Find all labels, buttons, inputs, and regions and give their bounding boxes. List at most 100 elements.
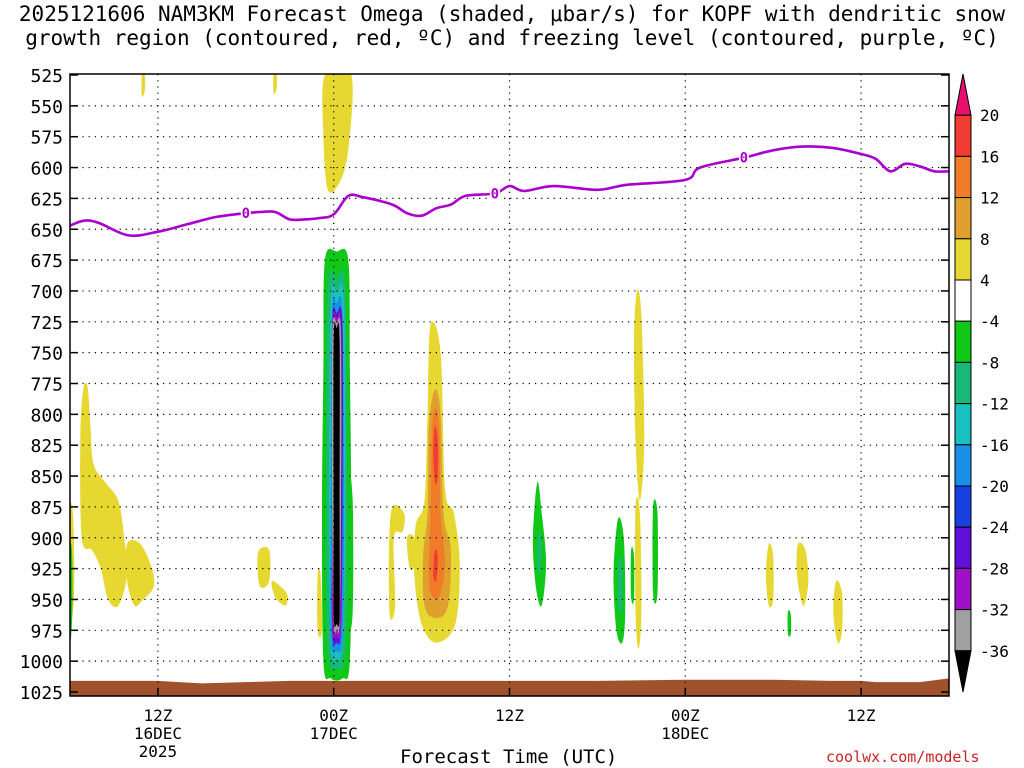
x-tick-label: 12Z: [847, 706, 876, 725]
omega-shaded-region: [317, 567, 323, 638]
omega-shaded-region: [141, 74, 146, 97]
freezing-level-contour: [70, 145, 949, 238]
y-tick-label: 900: [30, 529, 63, 550]
y-tick-label: 675: [30, 251, 63, 272]
colorbar-bin: [954, 403, 972, 446]
colorbar-bin: [954, 197, 972, 240]
omega-shaded-region: [635, 496, 642, 649]
colorbar-label: -28: [980, 559, 1009, 578]
source-credit: coolwx.com/models: [826, 748, 980, 766]
contour-label-backdrop: [240, 205, 251, 221]
colorbar-bin: [954, 155, 972, 199]
colorbar-bin: [954, 485, 972, 528]
colorbar: 20 16 12 8 4 -4 -8 -12 -16 -20 -24 -28 -32 -36: [954, 73, 1009, 693]
freezing-level-label: 0: [242, 206, 250, 222]
x-tick-label: 12Z: [495, 706, 524, 725]
terrain-layer: [70, 678, 949, 696]
omega-shaded-region: [271, 580, 288, 606]
colorbar-label: -12: [980, 395, 1009, 414]
omega-shaded-region: [347, 473, 354, 631]
y-tick-label: 650: [30, 220, 63, 241]
y-tick-label: 600: [30, 159, 63, 180]
omega-shaded-region: [125, 540, 155, 607]
colorbar-label: 16: [980, 147, 999, 166]
colorbar-bottom-arrow: [954, 650, 972, 693]
freezing-level-label: 0: [740, 151, 748, 167]
freezing-level-label: 0: [491, 186, 499, 202]
y-tick-label: 725: [30, 313, 63, 334]
colorbar-bin: [954, 238, 972, 281]
contour-label-backdrop: [489, 185, 500, 201]
omega-shaded-region: [433, 426, 439, 485]
y-tick-label: 800: [30, 405, 63, 426]
colorbar-bin: [954, 361, 972, 405]
x-axis-title: Forecast Time (UTC): [400, 746, 618, 768]
omega-shaded-region: [428, 407, 445, 601]
omega-shaded-region: [333, 322, 340, 627]
colorbar-label: -36: [980, 642, 1009, 661]
colorbar-label: 8: [980, 230, 990, 249]
colorbar-label: -20: [980, 477, 1009, 496]
y-tick-label: 575: [30, 128, 63, 149]
colorbar-bin: [954, 444, 972, 487]
y-tick-label: 750: [30, 344, 63, 365]
y-tick-label: 975: [30, 621, 63, 642]
y-tick-label: 850: [30, 467, 63, 488]
y-tick-label: 875: [30, 498, 63, 519]
x-tick-label: 17DEC: [310, 724, 358, 743]
terrain-fill: [70, 678, 949, 696]
omega-shaded-region: [617, 555, 623, 614]
omega-shaded-region: [406, 534, 417, 571]
colorbar-bin: [954, 279, 972, 322]
y-tick-label: 950: [30, 590, 63, 611]
colorbar-bin: [954, 114, 972, 157]
colorbar-label: -8: [980, 353, 999, 372]
omega-shaded-region: [833, 580, 843, 644]
colorbar-label: 12: [980, 189, 999, 208]
colorbar-label: -4: [980, 312, 999, 331]
contour-label-backdrop: [738, 149, 749, 165]
chart-title-line2: growth region (contoured, red, ºC) and f…: [25, 26, 999, 50]
y-axis: 525 550 575 600 625 650 675 700 725 750 775 800 825 8…: [20, 66, 949, 704]
colorbar-label: -16: [980, 436, 1009, 455]
colorbar-bin: [954, 526, 972, 569]
colorbar-label: -24: [980, 518, 1009, 537]
freezing-level-layer: 0 0 0: [70, 145, 949, 238]
omega-shaded-region: [537, 530, 542, 576]
x-tick-label: 16DEC: [134, 724, 182, 743]
omega-shaded-region: [433, 549, 438, 582]
y-tick-label: 625: [30, 189, 63, 210]
y-tick-label: 825: [30, 436, 63, 457]
omega-shaded-region: [322, 74, 353, 193]
x-tick-label: 18DEC: [661, 724, 709, 743]
y-tick-label: 525: [30, 66, 63, 87]
y-tick-label: 1000: [20, 652, 63, 673]
omega-shaded-region: [388, 505, 405, 620]
omega-shaded-region: [652, 499, 659, 604]
omega-shading-layer: [70, 74, 843, 681]
omega-shaded-region: [765, 543, 774, 608]
grid-layer: [70, 74, 949, 696]
colorbar-top-arrow: [954, 73, 972, 116]
colorbar-label: -32: [980, 601, 1009, 620]
y-tick-label: 550: [30, 97, 63, 118]
colorbar-label: 20: [980, 106, 999, 125]
chart-title-line1: 2025121606 NAM3KM Forecast Omega (shaded…: [18, 2, 1006, 26]
y-tick-label: 1025: [20, 683, 63, 704]
y-tick-label: 700: [30, 282, 63, 303]
x-tick-label: 12Z: [143, 706, 172, 725]
colorbar-bin: [954, 609, 972, 652]
chart-title: 2025121606 NAM3KM Forecast Omega (shaded…: [0, 2, 1024, 50]
y-tick-label: 925: [30, 560, 63, 581]
x-tick-label: 00Z: [671, 706, 700, 725]
omega-shaded-region: [796, 542, 809, 606]
colorbar-bin: [954, 567, 972, 611]
omega-shaded-region: [80, 382, 128, 608]
omega-shaded-region: [787, 610, 792, 637]
x-tick-label: 00Z: [319, 706, 348, 725]
y-tick-label: 775: [30, 375, 63, 396]
omega-shaded-region: [633, 289, 645, 501]
omega-shaded-region: [630, 546, 635, 604]
